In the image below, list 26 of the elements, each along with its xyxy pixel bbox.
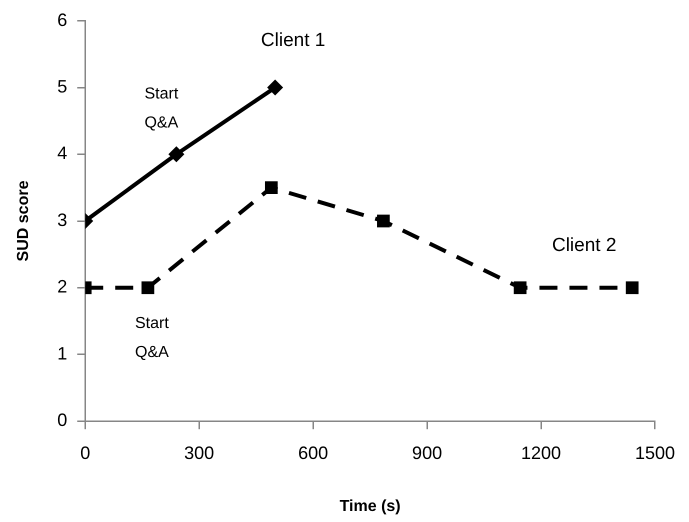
annotation: Start Q&A: [134, 315, 170, 362]
y-tick-label: 2: [57, 276, 68, 297]
point: [514, 281, 526, 294]
y-tick-label: 0: [57, 410, 68, 430]
point: [267, 80, 284, 96]
x-tick-label: 900: [412, 442, 442, 463]
y-axis-title: SUD score: [15, 180, 32, 262]
x-axis-title: Time (s): [340, 498, 401, 515]
point: [142, 281, 154, 294]
x-tick-label: 600: [298, 442, 328, 463]
series-label: Client 2: [552, 234, 616, 256]
point: [264, 181, 278, 194]
point: [168, 146, 184, 162]
y-tick-label: 4: [57, 143, 68, 164]
annotation: Start Q&A: [144, 86, 179, 132]
y-tick-label: 5: [57, 76, 68, 96]
point: [377, 214, 390, 228]
series-label: Client 1: [260, 30, 326, 51]
x-tick-label: 1500: [634, 442, 675, 463]
x-tick-label: 0: [80, 442, 90, 463]
y-tick-label: 1: [57, 343, 68, 364]
y-tick-label: 3: [57, 210, 68, 230]
x-tick-label: 300: [184, 442, 214, 463]
y-tick-label: 6: [57, 10, 68, 30]
x-tick-label: 1200: [521, 442, 562, 463]
point: [626, 281, 639, 294]
